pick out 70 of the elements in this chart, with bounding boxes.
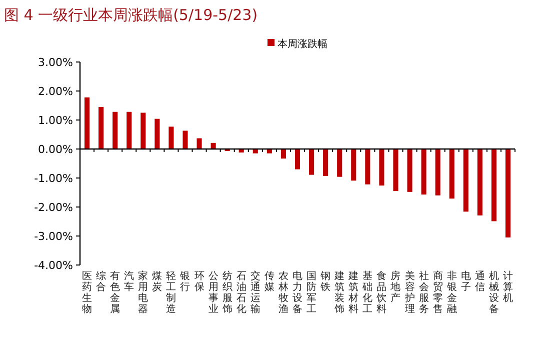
y-tick-label: 2.00% [38,85,73,98]
x-tick-label: 房地产 [390,270,401,304]
x-tick-label: 公用事业 [208,270,218,315]
legend-label: 本周涨跌幅 [278,38,328,50]
bar [126,112,132,149]
bar [491,149,496,222]
x-tick-label: 石油石化 [236,271,246,315]
x-tick-label: 煤炭 [152,270,162,293]
bar [294,149,300,170]
x-tick-label: 纺织服饰 [221,270,232,315]
bar [252,149,258,154]
x-tick-label: 基础化工 [362,270,373,315]
bar [365,149,370,184]
bar [154,118,160,149]
x-tick-label: 通信 [474,270,485,293]
x-tick-label: 非银金融 [446,270,457,315]
bar [449,149,454,199]
x-tick-label: 食品饮料 [376,270,387,315]
y-tick-label: -3.00% [34,230,73,243]
y-tick-label: 3.00% [38,56,73,69]
bar [407,149,412,192]
x-tick-label: 轻工制造 [166,270,176,315]
y-tick-label: -4.00% [34,259,73,272]
bar [435,149,440,196]
bar [280,149,286,159]
bar [112,112,118,149]
bar [98,106,104,149]
x-tick-label: 建筑材料 [348,270,359,315]
x-tick-label: 综合 [96,270,106,293]
bar [84,97,90,149]
x-tick-label: 建筑装饰 [334,270,345,315]
x-tick-label: 国防军工 [306,271,317,315]
bar [140,112,146,149]
bar [505,149,511,238]
x-tick-label: 环保 [194,271,204,293]
bar [379,149,384,186]
chart-title: 图 4 一级行业本周涨跌幅(5/19-5/23) [4,6,258,24]
x-tick-label: 机械设备 [488,270,499,315]
x-tick-label: 计算机 [502,270,513,304]
bar [266,149,272,154]
bar [196,138,202,149]
x-tick-label: 银行 [179,271,190,293]
x-tick-label: 有色金属 [110,270,120,315]
x-tick-label: 美容护理 [404,270,415,315]
bar [182,130,188,149]
x-tick-label: 电力设备 [292,270,302,315]
bar [477,149,482,216]
x-tick-label: 医药生物 [82,271,92,315]
bar [168,126,174,149]
bar [309,149,314,175]
x-tick-label: 汽车 [124,270,134,293]
bar [393,149,398,192]
x-tick-label: 家用电器 [138,270,148,315]
x-tick-label: 商贸零售 [432,270,443,315]
bar [421,149,426,195]
y-tick-label: 1.00% [38,114,73,127]
y-tick-label: -1.00% [34,172,73,185]
y-tick-label: 0.00% [38,143,73,156]
x-tick-label: 钢铁 [320,271,331,293]
x-tick-label: 传媒 [264,271,274,293]
x-tick-label: 农林牧渔 [277,271,288,315]
bar [323,149,328,176]
bar [351,149,356,181]
bar [463,149,468,212]
legend: 本周涨跌幅 [268,39,328,50]
x-tick-label: 交通运输 [250,270,260,315]
x-tick-label: 电子 [460,270,471,293]
x-tick-label: 社会服务 [418,270,429,315]
y-tick-label: -2.00% [34,201,73,214]
bar [337,149,342,177]
